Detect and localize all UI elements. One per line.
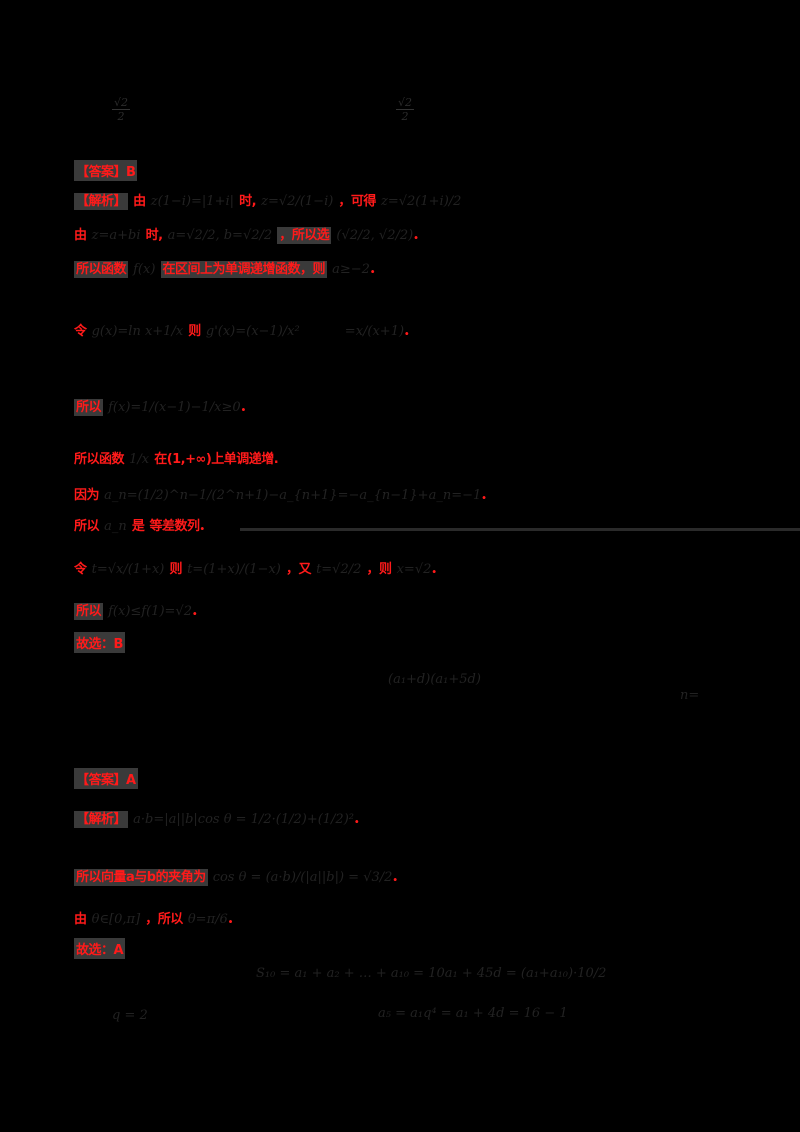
conclusion-1: 故选：B [74, 632, 125, 653]
analysis-line-10: 所以 f(x)≤f(1)=√2. [74, 600, 198, 620]
option-frac-right: √2 2 [396, 96, 415, 123]
analysis-line-5: 所以 f(x)=1/(x−1)−1/x≥0. [74, 396, 247, 416]
analysis-line-6: 所以函数 1/x 在(1,+∞)上单调递增. [74, 452, 279, 467]
analysis-line-1: 【解析】 由 z(1−i)=|1+i| 时, z=√2/(1−i) ，可得 z=… [74, 193, 462, 210]
analysis-line-7: 因为 a_n=(1/2)^n−1/(2^n+1)−a_{n+1}=−a_{n−1… [74, 484, 487, 503]
option-frac-left: √2 2 [112, 96, 131, 123]
analysis-line-9: 令 t=√x/(1+x) 则 t=(1+x)/(1−x) ，又 t=√2/2 ，… [74, 558, 437, 577]
bottom-formula-left: q = 2 [112, 1008, 148, 1023]
analysis-line-q2-2: 所以向量a与b的夹角为 cos θ = (a·b)/(|a||b|) = √3/… [74, 866, 398, 886]
bottom-formula-2: a₅ = a₁q⁴ = a₁ + 4d = 16 − 1 [378, 1006, 568, 1021]
analysis-line-q2-3: 由 θ∈[0,π] ，所以 θ=π/6. [74, 908, 234, 927]
analysis-line-q2-1: 【解析】 a·b=|a||b|cos θ = 1/2·(1/2)+(1/2)². [74, 808, 360, 828]
analysis-label-1: 【解析】 [74, 193, 129, 210]
conclusion-2: 故选：A [74, 938, 126, 959]
analysis-line-2: 由 z=a+bi 时, a=√2/2, b=√2/2 ，所以选 (√2/2, √… [74, 224, 419, 244]
center-formula-right: n= [680, 688, 700, 703]
fraction: √2 2 [396, 96, 415, 123]
center-formula: (a₁+d)(a₁+5d) [388, 672, 481, 687]
analysis-line-8: 所以 a_n 是 等差数列. [74, 515, 206, 534]
answer-label-2: 【答案】A [74, 768, 138, 789]
analysis-line-3: 所以函数 f(x) 在区间上为单调递增函数，则 a≥−2. [74, 258, 376, 278]
bottom-formula-1: S₁₀ = a₁ + a₂ + … + a₁₀ = 10a₁ + 45d = (… [256, 966, 607, 981]
answer-label-1: 【答案】B [74, 160, 138, 181]
analysis-line-4: 令 g(x)=ln x+1/x 则 g'(x)=(x−1)/x² =x/(x+1… [74, 320, 410, 339]
divider [240, 528, 800, 531]
fraction: √2 2 [112, 96, 131, 123]
analysis-label-2: 【解析】 [74, 811, 129, 828]
